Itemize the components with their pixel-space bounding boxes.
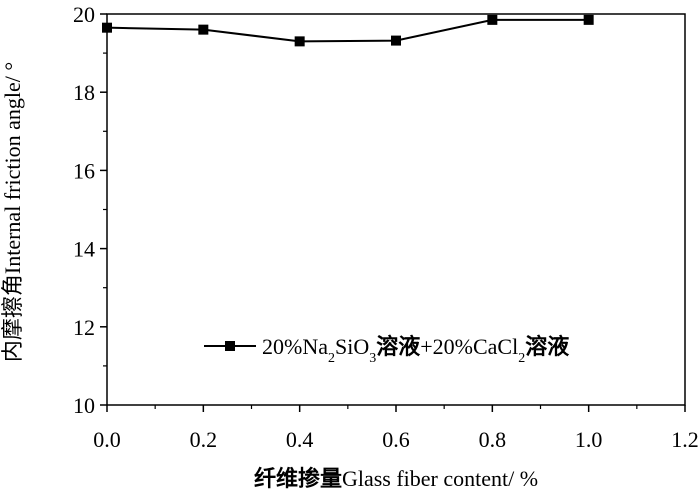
data-point (583, 14, 594, 25)
x-tick-label: 0.8 (479, 427, 507, 452)
x-tick-label: 0.6 (382, 427, 410, 452)
series-markers (102, 14, 594, 47)
x-tick-label: 0.4 (286, 427, 314, 452)
y-tick-label: 10 (73, 393, 95, 418)
data-point (487, 14, 498, 25)
data-point (294, 36, 305, 47)
y-axis-title: 内摩擦角Internal friction angle/ ° (0, 62, 25, 362)
y-tick-label: 20 (73, 2, 95, 27)
x-tick-label: 0.2 (190, 427, 218, 452)
legend-entry: 20%Na2SiO3溶液+20%CaCl2溶液 (262, 334, 569, 366)
series-line (106, 18, 589, 43)
x-tick-label: 0.0 (93, 427, 121, 452)
data-point (198, 24, 209, 35)
data-point (391, 35, 401, 46)
y-tick-label: 18 (73, 80, 95, 105)
y-tick-label: 14 (73, 237, 95, 262)
x-tick-label: 1.0 (575, 427, 603, 452)
x-axis-title: 纤维掺量Glass fiber content/ % (254, 466, 538, 491)
axis-ticks (100, 13, 686, 412)
axis-tick-labels: 0.0 0.2 0.4 0.6 0.8 1.0 1.2 10 12 14 16 18 20 (73, 2, 699, 452)
y-tick-label: 16 (73, 158, 95, 183)
legend: 20%Na2SiO3溶液+20%CaCl2溶液 (204, 334, 569, 366)
x-tick-label: 1.2 (671, 427, 699, 452)
legend-marker-sample (225, 341, 235, 351)
y-tick-label: 12 (73, 315, 95, 340)
data-point (102, 22, 112, 33)
